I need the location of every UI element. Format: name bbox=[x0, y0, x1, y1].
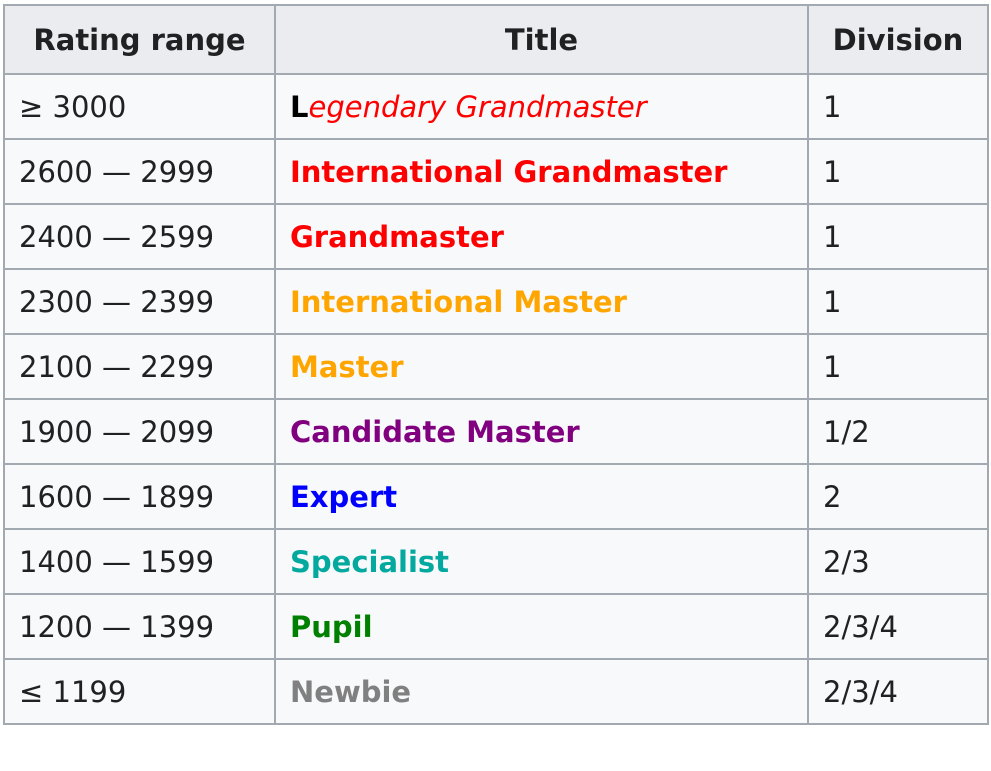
division-cell: 2/3/4 bbox=[807, 593, 989, 660]
table-row: 1600 — 1899 Expert 2 bbox=[3, 463, 989, 530]
title-cell: International Master bbox=[274, 268, 809, 335]
rating-range-cell: 2600 — 2999 bbox=[3, 138, 276, 205]
title-rest: egendary Grandmaster bbox=[308, 89, 647, 124]
division-cell: 1 bbox=[807, 333, 989, 400]
rating-range-cell: ≥ 3000 bbox=[3, 73, 276, 140]
rating-range-cell: 1900 — 2099 bbox=[3, 398, 276, 465]
rating-range-cell: 2300 — 2399 bbox=[3, 268, 276, 335]
title-cell: Grandmaster bbox=[274, 203, 809, 270]
division-cell: 1 bbox=[807, 73, 989, 140]
division-cell: 1 bbox=[807, 138, 989, 205]
title-cell: Specialist bbox=[274, 528, 809, 595]
division-cell: 2/3 bbox=[807, 528, 989, 595]
title-first-letter: L bbox=[290, 89, 309, 124]
division-cell: 2/3/4 bbox=[807, 658, 989, 725]
title-cell: Expert bbox=[274, 463, 809, 530]
table-row: 2300 — 2399 International Master 1 bbox=[3, 268, 989, 335]
title-cell: International Grandmaster bbox=[274, 138, 809, 205]
title-cell: Legendary Grandmaster bbox=[274, 73, 809, 140]
title-cell: Pupil bbox=[274, 593, 809, 660]
table-row: 2100 — 2299 Master 1 bbox=[3, 333, 989, 400]
division-cell: 1 bbox=[807, 203, 989, 270]
header-row: Rating range Title Division bbox=[3, 4, 989, 75]
title-cell: Newbie bbox=[274, 658, 809, 725]
rating-range-cell: 1400 — 1599 bbox=[3, 528, 276, 595]
table-row: 1200 — 1399 Pupil 2/3/4 bbox=[3, 593, 989, 660]
table-row: 1900 — 2099 Candidate Master 1/2 bbox=[3, 398, 989, 465]
table-body: ≥ 3000 Legendary Grandmaster 1 2600 — 29… bbox=[3, 73, 989, 725]
rating-range-cell: 2400 — 2599 bbox=[3, 203, 276, 270]
table-row: 1400 — 1599 Specialist 2/3 bbox=[3, 528, 989, 595]
rating-range-cell: 2100 — 2299 bbox=[3, 333, 276, 400]
rating-titles-table: Rating range Title Division ≥ 3000 Legen… bbox=[3, 4, 989, 725]
division-cell: 1/2 bbox=[807, 398, 989, 465]
table-row: ≥ 3000 Legendary Grandmaster 1 bbox=[3, 73, 989, 140]
table-row: 2600 — 2999 International Grandmaster 1 bbox=[3, 138, 989, 205]
table-row: ≤ 1199 Newbie 2/3/4 bbox=[3, 658, 989, 725]
header-title: Title bbox=[274, 4, 809, 75]
title-cell: Candidate Master bbox=[274, 398, 809, 465]
division-cell: 2 bbox=[807, 463, 989, 530]
division-cell: 1 bbox=[807, 268, 989, 335]
rating-range-cell: 1200 — 1399 bbox=[3, 593, 276, 660]
rating-range-cell: 1600 — 1899 bbox=[3, 463, 276, 530]
table-row: 2400 — 2599 Grandmaster 1 bbox=[3, 203, 989, 270]
title-cell: Master bbox=[274, 333, 809, 400]
rating-range-cell: ≤ 1199 bbox=[3, 658, 276, 725]
header-rating-range: Rating range bbox=[3, 4, 276, 75]
header-division: Division bbox=[807, 4, 989, 75]
